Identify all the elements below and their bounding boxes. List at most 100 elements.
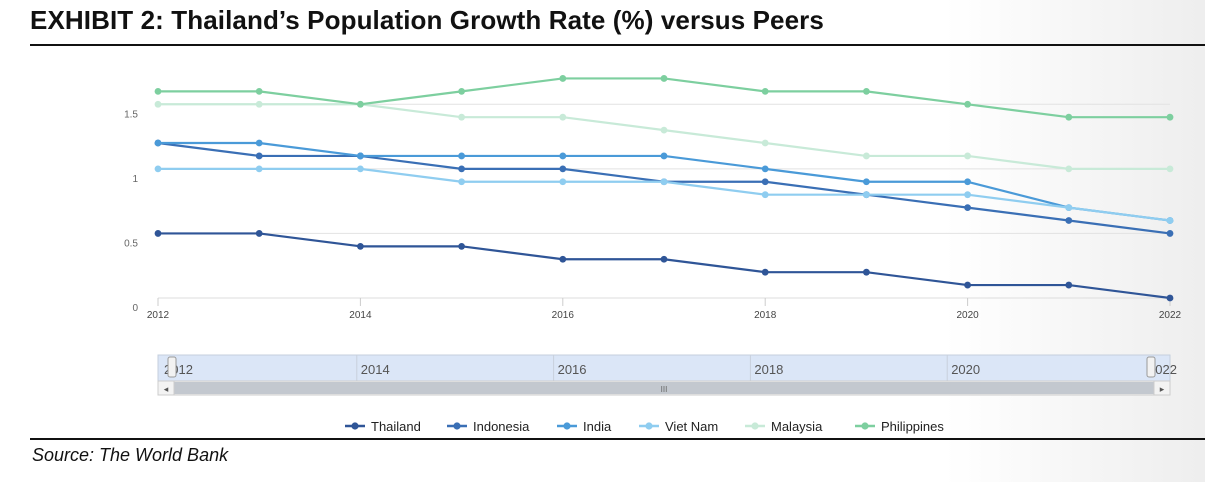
data-point [1166,230,1174,237]
line-chart: 0 0.5 1 1.5 2012 2014 2016 2018 2020 2022 2012 201… [124,75,1182,434]
data-point [154,100,162,108]
navigator-tick-label: 2018 [754,362,783,377]
legend-swatch-marker [861,422,869,430]
legend: Thailand Indonesia India Viet Nam Malaysia Ph… [345,419,944,434]
data-point [255,165,263,173]
data-point [1166,113,1174,121]
legend-swatch-marker [351,422,359,430]
data-point [559,178,567,186]
data-point [863,191,870,199]
data-point [761,87,769,95]
data-point [964,152,971,160]
data-point [357,152,364,160]
data-point [761,268,769,276]
y-tick-label: 0.5 [124,238,138,249]
legend-label: Philippines [881,419,944,434]
x-tick-label: 2012 [147,310,170,321]
scrollbar-grip-icon: III [661,385,668,394]
data-point [154,139,162,147]
data-point [964,178,971,186]
data-point [761,139,769,147]
y-tick-label: 1 [132,174,138,185]
source-note: Source: The World Bank [32,445,229,465]
data-point [1065,204,1073,212]
navigator-handle-left [167,356,177,378]
x-tick-label: 2016 [552,310,575,321]
data-point [1065,281,1073,289]
data-point [863,152,870,160]
legend-label: India [583,419,612,434]
scrollbar-thumb [174,382,1154,394]
data-point [660,126,668,134]
data-point [964,100,971,108]
y-tick-label: 0 [132,303,138,314]
legend-swatch-marker [751,422,759,430]
data-point [458,113,465,121]
legend-label: Malaysia [771,419,823,434]
data-point [154,165,162,173]
legend-label: Thailand [371,419,421,434]
data-point [1065,217,1073,224]
data-point [660,152,668,160]
data-point [1166,165,1174,173]
data-point [1166,217,1174,224]
background-shade [945,0,1205,482]
data-point [458,165,465,173]
x-tick-label: 2020 [956,310,979,321]
data-point [863,87,870,95]
data-point [660,75,668,82]
data-point [761,191,769,199]
scroll-left-button [157,380,175,396]
range-navigator[interactable]: 2012 2014 2016 2018 2020 2022◂ ▸III [157,354,1177,396]
data-point [154,230,162,237]
data-point [660,178,668,186]
page-title: EXHIBIT 2: Thailand’s Population Growth … [30,5,824,35]
scroll-left-icon: ◂ [164,384,169,394]
data-point [255,230,263,237]
plot-area: 0 0.5 1 1.5 2012 2014 2016 2018 2020 2022 [124,75,1182,321]
data-point [255,87,263,95]
data-point [458,152,465,160]
data-point [255,152,263,160]
data-point [458,87,465,95]
data-point [357,242,364,250]
data-point [559,255,567,263]
data-point [863,268,870,276]
navigator-tick-label: 2014 [361,362,390,377]
y-tick-label: 1.5 [124,109,138,120]
data-point [357,100,364,108]
data-point [964,204,971,212]
data-point [559,165,567,173]
legend-swatch-marker [453,422,461,430]
legend-swatch-marker [645,422,653,430]
title-divider [30,44,1205,46]
legend-label: Viet Nam [665,419,718,434]
scroll-right-icon: ▸ [1160,384,1165,394]
x-tick-label: 2018 [754,310,777,321]
scroll-right-button [1153,380,1171,396]
data-point [559,113,567,121]
data-point [357,165,364,173]
data-point [863,178,870,186]
navigator-handle-right [1146,356,1156,378]
data-point [458,178,465,186]
data-point [559,75,567,82]
data-point [1166,294,1174,302]
legend-label: Indonesia [473,419,530,434]
data-point [761,165,769,173]
data-point [458,242,465,250]
data-point [660,255,668,263]
data-point [154,87,162,95]
data-point [559,152,567,160]
navigator-window [157,354,1171,382]
data-point [255,139,263,147]
data-point [1065,165,1073,173]
data-point [761,178,769,186]
data-point [255,100,263,108]
data-point [1065,113,1073,121]
data-point [964,191,971,199]
x-tick-label: 2014 [349,310,372,321]
legend-swatch-marker [563,422,571,430]
x-tick-label: 2022 [1159,310,1182,321]
navigator-tick-label: 2016 [558,362,587,377]
